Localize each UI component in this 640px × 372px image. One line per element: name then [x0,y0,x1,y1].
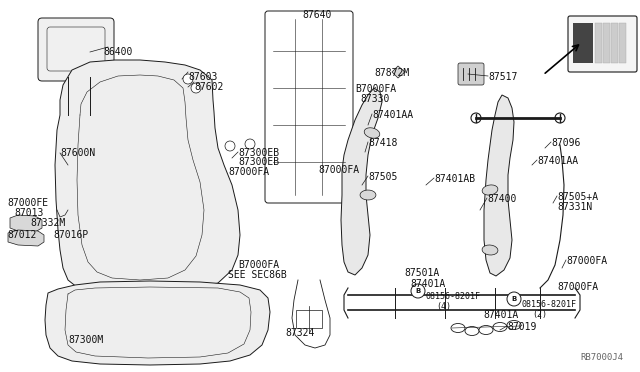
Text: 87401A: 87401A [410,279,445,289]
Bar [595,23,602,63]
Ellipse shape [465,327,479,336]
Bar [603,23,610,63]
Text: RB7000J4: RB7000J4 [580,353,623,362]
Ellipse shape [479,326,493,334]
Polygon shape [484,95,514,276]
Text: 87000FA: 87000FA [557,282,598,292]
Polygon shape [45,281,270,365]
Ellipse shape [493,323,507,331]
Text: 87300EB: 87300EB [238,157,279,167]
Bar [619,23,626,63]
FancyBboxPatch shape [38,18,114,81]
Text: 87505+A: 87505+A [557,192,598,202]
FancyBboxPatch shape [458,63,484,85]
Text: 87401AA: 87401AA [537,156,578,166]
Text: 87600N: 87600N [60,148,95,158]
Text: B7000FA: B7000FA [238,260,279,270]
Text: 87400: 87400 [487,194,516,204]
FancyBboxPatch shape [568,16,637,72]
Text: 87096: 87096 [551,138,580,148]
Text: 87000FA: 87000FA [566,256,607,266]
Text: 87331N: 87331N [557,202,592,212]
Text: B: B [511,296,516,302]
Polygon shape [482,245,498,255]
Text: 87602: 87602 [194,82,223,92]
Circle shape [471,113,481,123]
Text: (2): (2) [532,310,547,319]
Polygon shape [360,190,376,200]
Polygon shape [364,128,380,138]
Polygon shape [341,88,382,275]
Bar [296,310,322,328]
Polygon shape [10,215,42,232]
Text: 87501A: 87501A [404,268,439,278]
Text: 87300EB: 87300EB [238,148,279,158]
Circle shape [411,284,425,298]
Circle shape [245,139,255,149]
Circle shape [191,83,201,93]
Text: 87013: 87013 [14,208,44,218]
Text: 87418: 87418 [368,138,397,148]
Text: 87401AB: 87401AB [434,174,475,184]
Ellipse shape [451,324,465,333]
Polygon shape [8,230,44,246]
Text: 87016P: 87016P [53,230,88,240]
Text: 08156-8201F: 08156-8201F [426,292,481,301]
Text: (4): (4) [436,302,451,311]
Text: 87324: 87324 [285,328,314,338]
Text: 87000FE: 87000FE [7,198,48,208]
Circle shape [183,74,193,84]
Circle shape [507,292,521,306]
Bar [611,23,618,63]
Text: 87000FA: 87000FA [318,165,359,175]
Text: 87872M: 87872M [374,68,409,78]
Circle shape [555,113,565,123]
Text: SEE SEC86B: SEE SEC86B [228,270,287,280]
Text: 87000FA: 87000FA [228,167,269,177]
FancyBboxPatch shape [265,11,353,203]
Text: 86400: 86400 [103,47,132,57]
Text: B7000FA: B7000FA [355,84,396,94]
Text: 87401AA: 87401AA [372,110,413,120]
Polygon shape [55,60,240,294]
Polygon shape [392,66,405,78]
Text: 08156-8201F: 08156-8201F [522,300,577,309]
Bar [573,23,593,63]
Circle shape [225,141,235,151]
Polygon shape [482,185,498,195]
Text: B: B [415,288,420,294]
Text: 87300M: 87300M [68,335,103,345]
Text: 87012: 87012 [7,230,36,240]
Text: 87332M: 87332M [30,218,65,228]
Text: 87603: 87603 [188,72,218,82]
Text: 87330: 87330 [360,94,389,104]
Text: 87505: 87505 [368,172,397,182]
Text: 87019: 87019 [507,322,536,332]
Text: 87640: 87640 [302,10,332,20]
Text: 87401A: 87401A [483,310,518,320]
Text: 87517: 87517 [488,72,517,82]
Ellipse shape [507,321,521,330]
